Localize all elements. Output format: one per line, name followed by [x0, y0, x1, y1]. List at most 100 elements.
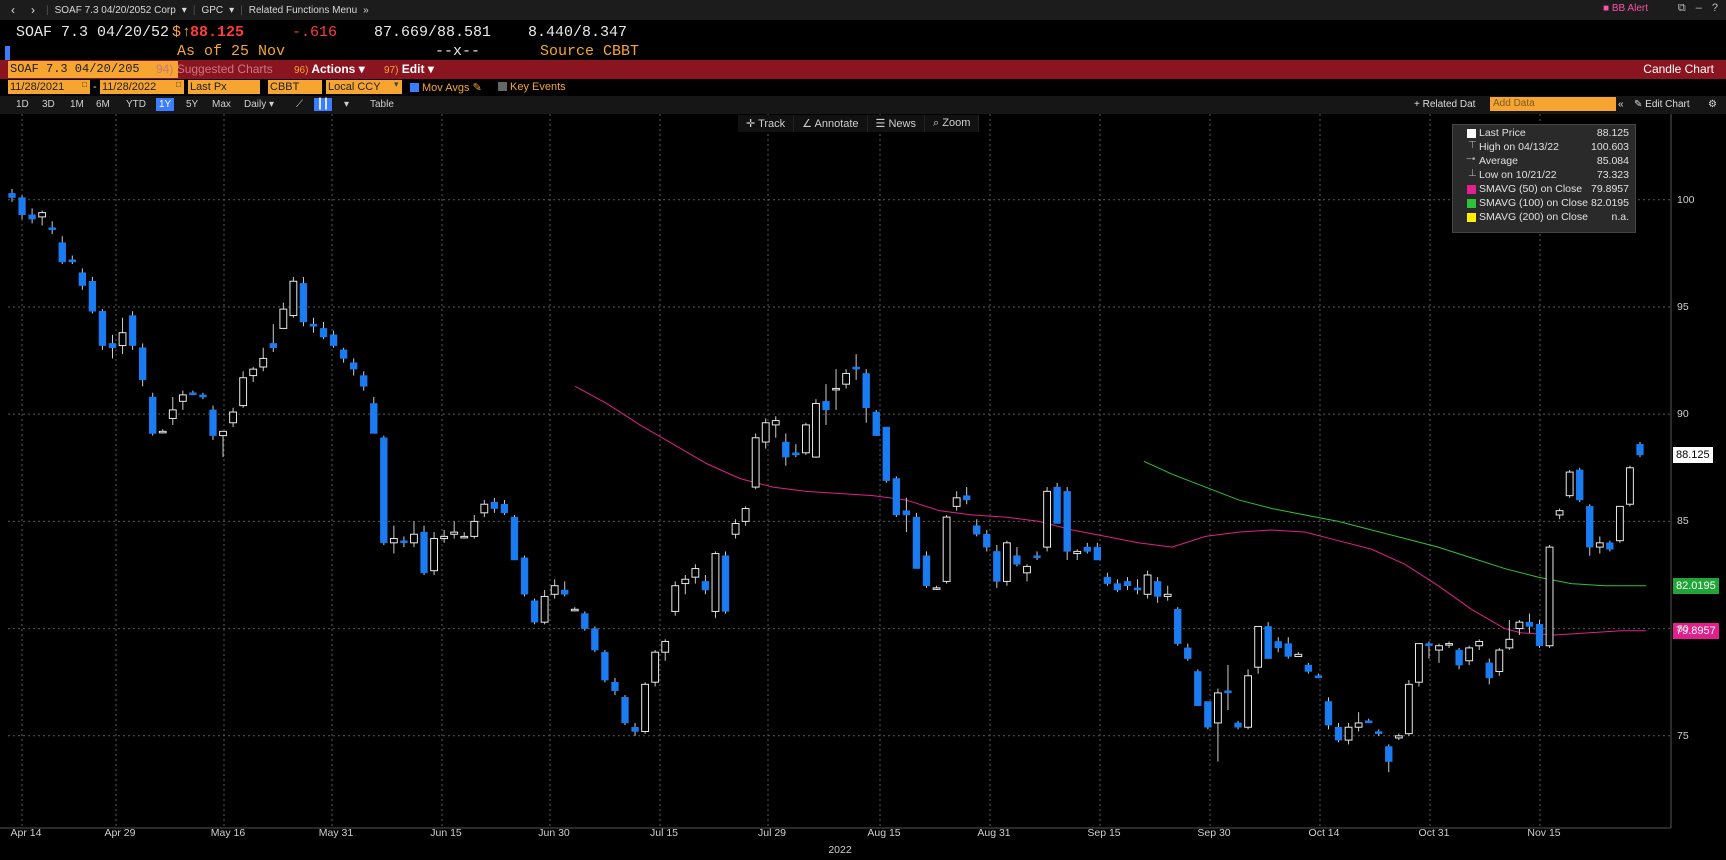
candle [1435, 643, 1443, 663]
magnifier-icon: ⌕ [933, 117, 940, 129]
candle [973, 519, 981, 537]
security-label[interactable]: SOAF 7.3 04/20/2052 Corp [54, 4, 176, 16]
candle [1425, 641, 1433, 659]
y-tick-label: 80 [1677, 622, 1689, 635]
period-ytd[interactable]: YTD [126, 99, 146, 110]
edit-num: 97) [384, 65, 399, 76]
candle [1314, 673, 1323, 679]
quote-time: --x-- [435, 43, 481, 60]
candle-body [68, 259, 76, 263]
chart-legend[interactable]: Last Price 88.125 ⊤ High on 04/13/22 100… [1452, 124, 1636, 233]
calendar-icon[interactable]: □ [82, 80, 87, 89]
edit-menu-button[interactable]: 97) Edit ▾ [384, 62, 434, 76]
table-button[interactable]: Table [370, 99, 394, 110]
edit-chart-button[interactable]: ✎ Edit Chart [1634, 99, 1690, 110]
chevron-down-icon: ▾ [427, 62, 434, 76]
candle [862, 369, 870, 423]
chart-type-title: Candle Chart [1643, 62, 1714, 76]
candle-body [279, 308, 288, 329]
back-arrow-icon[interactable]: ‹ [11, 3, 15, 17]
zoom-tool[interactable]: ⌕ Zoom [925, 115, 980, 132]
price-field-select[interactable]: Last Px [188, 80, 260, 94]
candle [611, 677, 619, 696]
chevron-down-icon[interactable]: ▾ [229, 4, 235, 16]
candle [1043, 487, 1052, 552]
bb-alert-button[interactable]: ■ BB Alert [1603, 3, 1648, 14]
period-6m[interactable]: 6M [96, 99, 110, 110]
candle-body [792, 452, 800, 456]
period-3d[interactable]: 3D [42, 99, 55, 110]
minimize-icon[interactable]: – [1695, 2, 1702, 14]
candle-body [1525, 621, 1534, 627]
news-tool[interactable]: ☰ News [868, 115, 925, 132]
candle [309, 317, 318, 333]
actions-menu-button[interactable]: 96) Actions ▾ [294, 62, 365, 76]
news-icon: ☰ [875, 118, 886, 130]
period-1d[interactable]: 1D [16, 99, 29, 110]
add-data-input[interactable]: Add Data [1490, 97, 1616, 111]
candle-chart-icon[interactable]: ┃┃ [314, 98, 333, 111]
help-icon[interactable]: ? [1711, 2, 1718, 14]
suggested-charts-button[interactable]: 94) Suggested Charts [156, 62, 273, 76]
candle [1606, 540, 1614, 552]
forward-arrow-icon[interactable]: › [31, 3, 35, 17]
chevron-down-icon[interactable]: ▾ [344, 99, 350, 110]
candle [1414, 643, 1423, 687]
double-chevron-down-icon[interactable]: » [363, 4, 369, 16]
candle [58, 236, 66, 265]
candle-body [269, 343, 277, 348]
line-chart-icon[interactable]: ⟋ [296, 99, 303, 110]
chevron-down-icon[interactable]: ▾ [181, 4, 187, 16]
candle-chart[interactable] [0, 114, 1726, 860]
candle-body [470, 520, 479, 537]
period-max[interactable]: Max [212, 99, 231, 110]
candle [922, 551, 931, 588]
candle-body [1445, 643, 1453, 646]
candle [1133, 579, 1142, 595]
source-select[interactable]: CBBT [268, 80, 322, 94]
key-events-toggle[interactable]: Key Events [498, 81, 566, 93]
candle [993, 544, 1001, 588]
average-marker-icon: −• [1466, 154, 1476, 165]
candle [530, 598, 539, 625]
candle-body [1394, 735, 1403, 739]
sma100-tag: 82.0195 [1673, 577, 1719, 594]
candle-body [259, 357, 268, 368]
related-data-button[interactable]: + Related Dat [1414, 99, 1476, 110]
legend-swatch [1467, 213, 1476, 222]
chart-tools: ✛ Track ∠ Annotate ☰ News ⌕ Zoom [738, 115, 980, 132]
track-label: Track [758, 118, 786, 130]
related-functions-menu[interactable]: Related Functions Menu [248, 4, 358, 16]
candle [480, 499, 489, 518]
candle [490, 497, 499, 513]
candle [561, 581, 569, 597]
currency-select[interactable]: Local CCY [326, 80, 402, 94]
x-tick-label: Sep 30 [1197, 827, 1231, 839]
period-5y[interactable]: 5Y [186, 99, 199, 110]
mov-avgs-toggle[interactable]: Mov Avgs ✎ [410, 81, 482, 94]
collapse-icon[interactable]: « [1618, 99, 1624, 110]
candle-body [741, 508, 750, 522]
suggested-num: 94) [156, 62, 174, 76]
candle-body [601, 651, 609, 681]
annotate-tool[interactable]: ∠ Annotate [794, 115, 868, 132]
period-1y[interactable]: 1Y [156, 98, 175, 111]
popout-icon[interactable]: ⧉ [1677, 2, 1686, 14]
candle [872, 409, 880, 436]
candle [621, 695, 629, 726]
gpc-label[interactable]: GPC [201, 4, 224, 16]
calendar-icon[interactable]: □ [176, 80, 181, 89]
end-date-input[interactable]: 11/28/2022 [100, 80, 184, 94]
chevron-down-icon[interactable]: ▾ [394, 79, 399, 89]
ticker-input[interactable]: SOAF 7.3 04/20/205 [8, 61, 178, 78]
chart-controls: 11/28/2021 □ - 11/28/2022 □ Last Px CBBT… [0, 79, 1726, 96]
period-1m[interactable]: 1M [70, 99, 84, 110]
candle [500, 499, 509, 515]
start-date-input[interactable]: 11/28/2021 [8, 80, 90, 94]
candle-body [701, 581, 710, 591]
candle-body [922, 555, 931, 586]
gear-icon[interactable]: ⚙ [1708, 99, 1717, 110]
track-tool[interactable]: ✛ Track [738, 115, 795, 132]
frequency-select[interactable]: Daily ▾ [244, 99, 274, 110]
price-change: -.616 [292, 24, 338, 41]
